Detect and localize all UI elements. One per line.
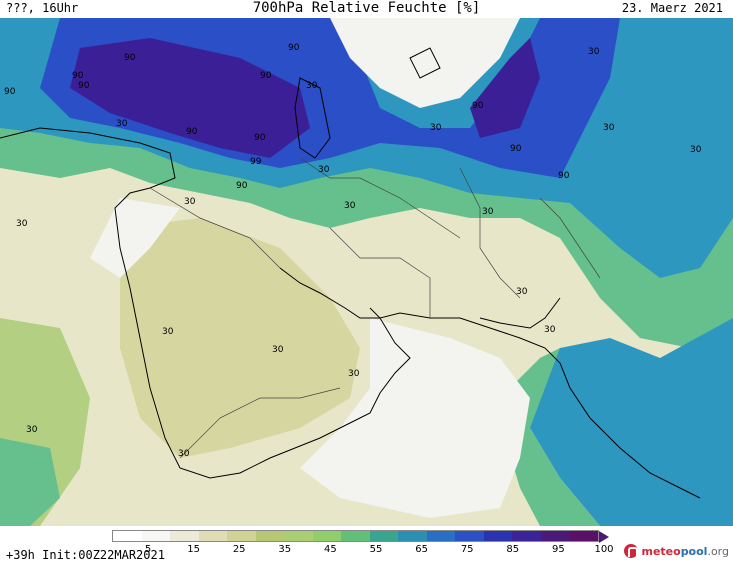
run-info-label: +39h Init:00Z22MAR2021 (6, 548, 165, 562)
contour-label: 99 (250, 157, 262, 167)
contour-label: 90 (254, 133, 266, 143)
legend-swatch (483, 531, 512, 541)
legend-tick-label: 15 (187, 544, 200, 555)
contour-label: 30 (690, 145, 702, 155)
color-legend: 5 15 25 35 45 55 65 75 85 95 100 (112, 530, 614, 556)
legend-tick-label: 35 (278, 544, 292, 555)
legend-tick-label: 100 (594, 544, 614, 555)
contour-label: 90 (72, 71, 84, 81)
legend-swatch (312, 531, 341, 541)
humid-band-south-east (505, 348, 600, 526)
legend-tick-label: 5 (144, 544, 152, 555)
contour-label: 90 (4, 87, 16, 97)
meteopool-logo-icon (624, 544, 639, 558)
contour-label: 90 (510, 144, 522, 154)
legend-swatch (113, 531, 142, 541)
legend-swatch (455, 531, 484, 541)
contour-label: 30 (318, 165, 330, 175)
legend-tick-label: 75 (460, 544, 474, 555)
contour-label: 30 (430, 123, 442, 133)
legend-arrow-icon (598, 531, 609, 543)
contour-label: 90 (124, 53, 136, 63)
legend-tick-label: 45 (324, 544, 337, 555)
contour-label: 30 (184, 197, 196, 207)
saturated-core-caspian (470, 38, 540, 138)
legend-swatch (227, 531, 256, 541)
contour-label: 30 (588, 47, 600, 57)
contour-label: 30 (26, 425, 38, 435)
legend-tick-label: 65 (415, 544, 428, 555)
legend-swatch (569, 531, 598, 541)
very-dry-zone-redsea (90, 198, 180, 278)
very-dry-zone-sea (300, 318, 530, 518)
contour-label: 30 (116, 119, 128, 129)
contour-label: 30 (348, 369, 360, 379)
contour-label: 30 (603, 123, 615, 133)
legend-swatch (170, 531, 199, 541)
very-dry-zone-north (330, 18, 520, 108)
meteopool-logo[interactable]: meteopool.org (624, 544, 729, 558)
contour-label: 30 (544, 325, 556, 335)
legend-colorbar (112, 530, 599, 542)
contour-label: 30 (162, 327, 174, 337)
legend-swatch (255, 531, 284, 541)
legend-tick-label: 55 (369, 544, 383, 555)
legend-swatch (141, 531, 170, 541)
contour-label: 30 (306, 81, 318, 91)
wet-zone-south-east (520, 318, 733, 526)
legend-tick-label: 25 (232, 544, 246, 555)
contour-label: 90 (236, 181, 248, 191)
contour-label: 90 (260, 71, 272, 81)
humidity-map: 90 90 90 90 90 90 90 90 90 90 90 90 99 3… (0, 18, 733, 526)
contour-label: 90 (288, 43, 300, 53)
humid-zone-west (0, 438, 60, 526)
valid-date-label: 23. Maerz 2021 (621, 1, 723, 15)
header-bar: ???, 16Uhr 700hPa Relative Feuchte [%] 2… (0, 0, 733, 18)
coastlines (0, 47, 701, 499)
legend-swatch (284, 531, 313, 541)
legend-swatch (398, 531, 427, 541)
contour-label: 90 (558, 171, 570, 181)
legend-swatch (426, 531, 455, 541)
legend-swatch (341, 531, 370, 541)
legend-tick-label: 95 (552, 544, 565, 555)
contour-label: 30 (516, 287, 528, 297)
contour-label: 30 (178, 449, 190, 459)
legend-swatch (512, 531, 541, 541)
legend-tick-label: 85 (506, 544, 520, 555)
contour-label: 30 (344, 201, 356, 211)
contour-label: 30 (16, 219, 28, 229)
contour-labels: 90 90 90 90 90 90 90 90 90 90 90 90 99 3… (4, 43, 702, 459)
legend-swatch (198, 531, 227, 541)
contour-label: 90 (186, 127, 198, 137)
logo-text: meteopool.org (641, 544, 729, 558)
map-title: 700hPa Relative Feuchte [%] (252, 0, 481, 16)
legend-swatch (369, 531, 398, 541)
valid-time-label: ???, 16Uhr (6, 1, 79, 15)
legend-labels: 5 15 25 35 45 55 65 75 85 95 100 (112, 544, 614, 556)
contour-label: 90 (472, 101, 484, 111)
contour-label: 30 (272, 345, 284, 355)
contour-label: 90 (78, 81, 90, 91)
footer-bar: 5 15 25 35 45 55 65 75 85 95 100 +39h Init:00Z22MA… (0, 526, 733, 566)
country-borders (149, 157, 601, 459)
contour-label: 30 (482, 207, 494, 217)
saturated-core-anatolia (70, 38, 310, 158)
legend-swatch (540, 531, 569, 541)
